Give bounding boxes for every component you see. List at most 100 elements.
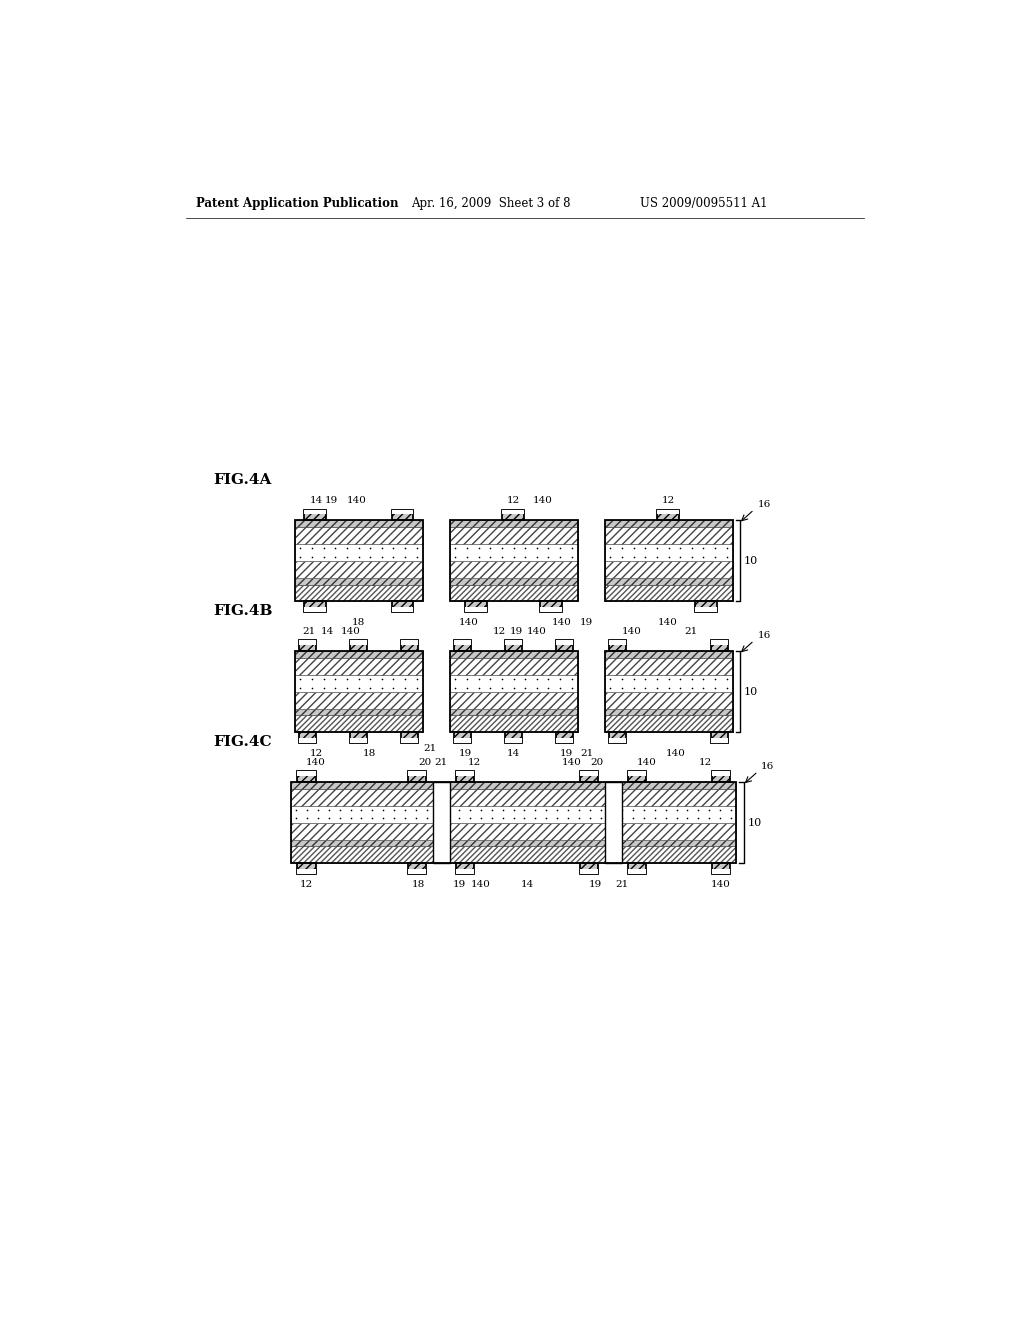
Bar bbox=[295, 692, 423, 709]
Bar bbox=[295, 675, 423, 692]
Bar bbox=[711, 640, 728, 651]
Bar bbox=[291, 846, 736, 863]
Bar bbox=[609, 738, 627, 743]
Bar bbox=[295, 709, 423, 715]
Bar bbox=[297, 869, 315, 874]
Bar bbox=[295, 651, 423, 733]
Bar bbox=[450, 675, 578, 692]
Bar bbox=[503, 510, 524, 515]
Bar bbox=[695, 601, 717, 612]
Bar bbox=[450, 520, 578, 601]
Bar bbox=[628, 771, 646, 776]
Bar bbox=[556, 738, 572, 743]
Bar bbox=[455, 738, 471, 743]
Bar bbox=[628, 863, 646, 874]
Bar bbox=[711, 733, 728, 743]
Bar bbox=[295, 578, 423, 585]
Bar bbox=[604, 520, 732, 527]
Text: 14: 14 bbox=[309, 496, 323, 504]
Bar bbox=[299, 733, 316, 743]
Bar bbox=[450, 657, 578, 675]
Text: 18: 18 bbox=[351, 618, 365, 627]
Text: 140: 140 bbox=[341, 627, 360, 636]
Bar bbox=[604, 527, 732, 544]
Bar bbox=[450, 578, 578, 585]
Bar bbox=[291, 781, 736, 788]
Text: 21: 21 bbox=[424, 744, 437, 754]
Bar bbox=[400, 738, 418, 743]
Bar bbox=[349, 738, 367, 743]
Text: 14: 14 bbox=[321, 627, 334, 636]
Text: 18: 18 bbox=[412, 880, 425, 888]
Text: 19: 19 bbox=[560, 750, 573, 758]
Text: 140: 140 bbox=[526, 627, 547, 636]
Bar bbox=[295, 651, 423, 657]
Bar bbox=[580, 771, 598, 776]
Text: 10: 10 bbox=[743, 686, 758, 697]
Bar bbox=[450, 520, 578, 527]
Bar bbox=[291, 805, 736, 822]
Text: US 2009/0095511 A1: US 2009/0095511 A1 bbox=[640, 197, 767, 210]
Bar bbox=[657, 510, 679, 520]
Bar bbox=[541, 607, 562, 612]
Bar bbox=[291, 840, 736, 846]
Bar bbox=[450, 561, 578, 578]
Bar bbox=[391, 601, 414, 612]
Bar bbox=[712, 771, 730, 781]
Bar bbox=[295, 585, 423, 601]
Text: 21: 21 bbox=[581, 750, 594, 758]
Bar bbox=[299, 640, 316, 645]
Text: 140: 140 bbox=[459, 618, 479, 627]
Bar bbox=[556, 640, 572, 651]
Bar bbox=[711, 738, 728, 743]
Bar bbox=[295, 561, 423, 578]
Bar bbox=[349, 733, 367, 743]
Bar bbox=[297, 771, 315, 776]
Text: 16: 16 bbox=[761, 762, 774, 771]
Bar bbox=[505, 640, 521, 645]
Bar bbox=[450, 527, 578, 544]
Bar bbox=[503, 510, 524, 520]
Bar bbox=[291, 781, 736, 863]
Bar bbox=[657, 510, 679, 515]
Bar bbox=[695, 607, 717, 612]
Text: 21: 21 bbox=[615, 880, 629, 888]
Text: 140: 140 bbox=[622, 627, 642, 636]
Bar bbox=[628, 771, 646, 781]
Text: 140: 140 bbox=[471, 880, 490, 888]
Bar bbox=[604, 651, 732, 657]
Bar bbox=[304, 510, 326, 520]
Bar bbox=[456, 863, 474, 874]
Text: 18: 18 bbox=[364, 750, 377, 758]
Text: 21: 21 bbox=[434, 758, 447, 767]
Bar bbox=[391, 510, 414, 520]
Bar bbox=[609, 640, 627, 645]
Bar bbox=[505, 640, 521, 651]
Text: 16: 16 bbox=[758, 631, 770, 640]
Bar bbox=[556, 640, 572, 645]
Bar bbox=[391, 510, 414, 515]
Bar bbox=[450, 544, 578, 561]
Text: 10: 10 bbox=[743, 556, 758, 566]
Bar bbox=[432, 781, 450, 863]
Text: 19: 19 bbox=[453, 880, 466, 888]
Bar bbox=[505, 738, 521, 743]
Bar bbox=[291, 788, 736, 805]
Bar bbox=[400, 733, 418, 743]
Text: 19: 19 bbox=[459, 750, 472, 758]
Bar bbox=[456, 771, 474, 776]
Bar bbox=[291, 822, 736, 840]
Text: FIG.4B: FIG.4B bbox=[213, 605, 272, 618]
Text: 140: 140 bbox=[347, 496, 367, 504]
Text: 19: 19 bbox=[589, 880, 602, 888]
Bar bbox=[712, 863, 730, 874]
Bar bbox=[299, 640, 316, 651]
Bar bbox=[604, 651, 732, 733]
Text: 12: 12 bbox=[698, 758, 712, 767]
Bar bbox=[580, 771, 598, 781]
Bar bbox=[408, 771, 426, 781]
Text: 21: 21 bbox=[685, 627, 698, 636]
Text: 10: 10 bbox=[748, 817, 762, 828]
Text: 19: 19 bbox=[510, 627, 523, 636]
Bar bbox=[299, 738, 316, 743]
